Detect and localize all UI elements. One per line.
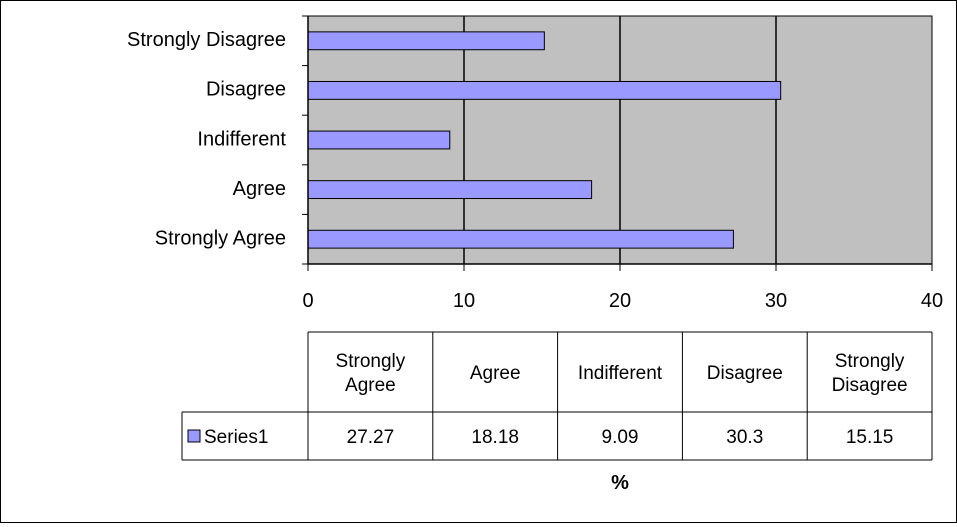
- bar-indifferent: [307, 130, 451, 150]
- table-header-indifferent: Indifferent: [578, 363, 663, 384]
- bar-strongly-disagree: [307, 31, 545, 51]
- table-header-strongly-disagree: Strongly Disagree: [832, 351, 908, 396]
- x-tick-label-30: 30: [765, 290, 787, 312]
- category-label-disagree: Disagree: [206, 79, 286, 101]
- legend-label-series1: Series1: [204, 427, 268, 448]
- table-header-disagree: Disagree: [707, 363, 783, 384]
- x-tick-label-0: 0: [302, 290, 313, 312]
- table-value-strongly-agree: 27.27: [347, 427, 395, 448]
- category-label-agree: Agree: [233, 178, 286, 200]
- table-value-agree: 18.18: [471, 427, 519, 448]
- bar-agree: [307, 180, 593, 200]
- bar-disagree: [307, 80, 782, 100]
- x-tick-label-20: 20: [609, 290, 631, 312]
- category-label-strongly-disagree: Strongly Disagree: [127, 29, 286, 51]
- table-value-strongly-disagree: 15.15: [846, 427, 894, 448]
- category-label-indifferent: Indifferent: [197, 128, 286, 150]
- table-value-indifferent: 9.09: [602, 427, 639, 448]
- x-axis-title: %: [611, 472, 629, 494]
- table-header-agree: Agree: [470, 363, 521, 384]
- table-value-disagree: 30.3: [726, 427, 763, 448]
- legend-key-series1: [187, 429, 201, 443]
- category-label-strongly-agree: Strongly Agree: [155, 227, 286, 249]
- table-header-strongly-agree: Strongly Agree: [336, 351, 406, 396]
- x-tick-label-40: 40: [921, 290, 943, 312]
- x-tick-label-10: 10: [453, 290, 475, 312]
- bar-strongly-agree: [307, 229, 734, 249]
